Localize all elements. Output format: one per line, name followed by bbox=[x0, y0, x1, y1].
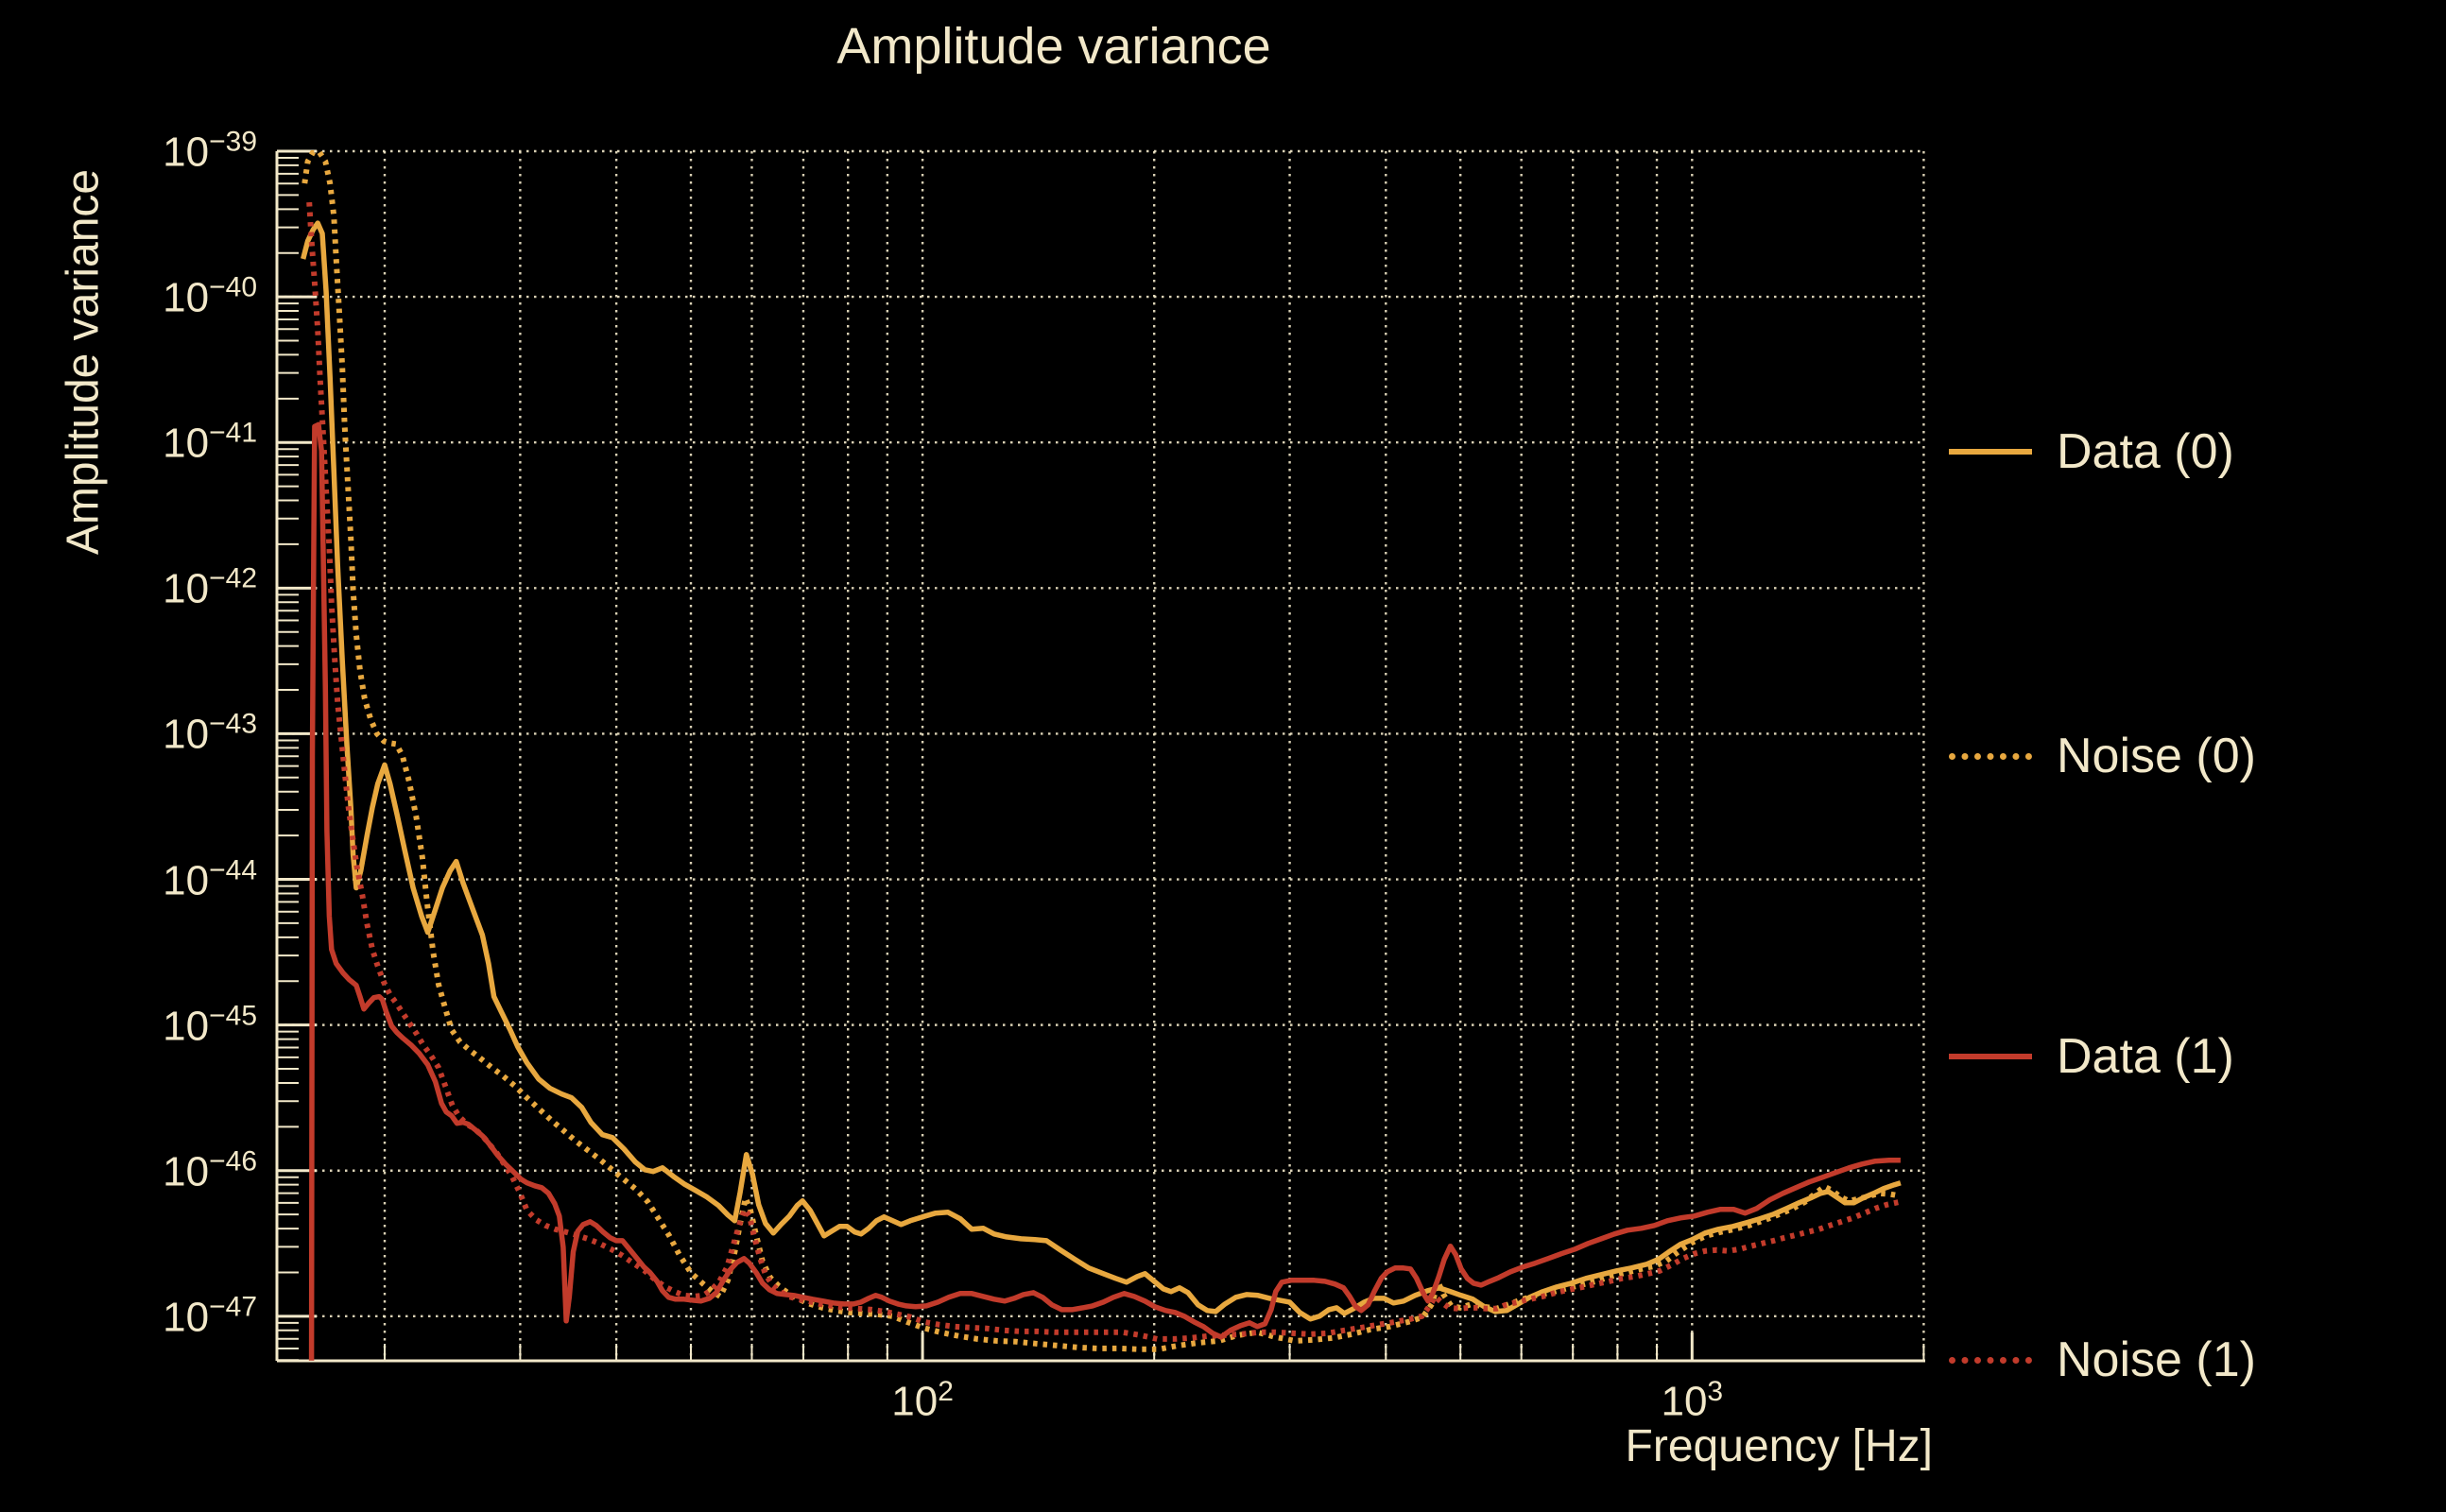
curve-data-0- bbox=[301, 220, 1902, 1322]
y-tick-label: 10−39 bbox=[163, 126, 257, 176]
grid-lines bbox=[277, 149, 1925, 1361]
y-tick-label: 10−41 bbox=[163, 417, 257, 467]
y-axis-label: Amplitude variance bbox=[58, 168, 109, 556]
legend-entry-data0: Data (0) bbox=[1949, 423, 2234, 480]
legend: Data (0) Noise (0) Data (1) Noise (1) bbox=[1949, 151, 2440, 1387]
legend-line-solid-red bbox=[1949, 1054, 2032, 1059]
y-tick-label: 10−44 bbox=[163, 854, 257, 903]
legend-entry-data1: Data (1) bbox=[1949, 1028, 2234, 1085]
y-tick-label: 10−40 bbox=[163, 271, 257, 321]
legend-line-dotted-gold bbox=[1949, 752, 2032, 760]
chart-title: Amplitude variance bbox=[836, 18, 1271, 75]
y-tick-label: 10−47 bbox=[163, 1291, 257, 1341]
y-tick-label: 10−46 bbox=[163, 1145, 257, 1195]
legend-entry-noise1: Noise (1) bbox=[1949, 1332, 2256, 1388]
legend-label: Noise (1) bbox=[2057, 1332, 2256, 1387]
curve-noise-0- bbox=[301, 150, 1902, 1352]
legend-label: Data (0) bbox=[2057, 424, 2234, 479]
x-tick-label: 103 bbox=[1661, 1376, 1724, 1425]
legend-entry-noise0: Noise (0) bbox=[1949, 728, 2256, 784]
legend-label: Data (1) bbox=[2057, 1029, 2234, 1084]
y-tick-label: 10−45 bbox=[163, 1000, 257, 1049]
x-axis-label: Frequency [Hz] bbox=[1625, 1421, 1933, 1471]
legend-line-dotted-red bbox=[1949, 1356, 2032, 1364]
curve-data-1- bbox=[308, 421, 1901, 1361]
y-tick-label: 10−43 bbox=[163, 709, 257, 758]
axis-ticks bbox=[277, 149, 1925, 1362]
axis-spines bbox=[275, 151, 1925, 1363]
data-curves bbox=[301, 150, 1902, 1361]
legend-label: Noise (0) bbox=[2057, 729, 2256, 783]
curve-noise-1- bbox=[306, 201, 1902, 1342]
y-tick-label: 10−42 bbox=[163, 562, 257, 612]
x-tick-label: 102 bbox=[891, 1376, 954, 1425]
legend-line-solid-gold bbox=[1949, 449, 2032, 455]
